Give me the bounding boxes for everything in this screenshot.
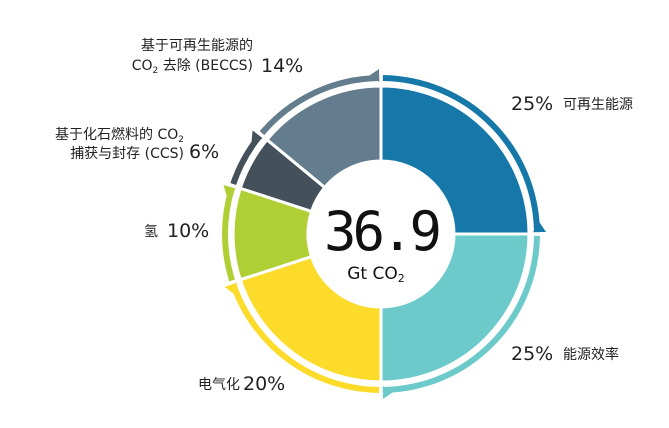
center-unit-main: Gt CO <box>347 264 398 284</box>
center-unit: Gt CO2 <box>347 264 405 285</box>
slice-label-beccs-line1: 基于可再生能源的 <box>141 37 253 54</box>
slice-label-efficiency: 能源效率 <box>563 346 619 363</box>
label-efficiency: 25% 能源效率 <box>511 343 619 365</box>
center-circle <box>308 161 454 307</box>
outer-arc-electrification <box>230 283 380 393</box>
label-hydrogen: 氢 10% <box>144 220 209 242</box>
slice-label-ccs-line1: 基于化石燃料的 CO2 <box>55 126 184 145</box>
slice-label-beccs-line2-pre: CO <box>132 58 153 74</box>
label-renewables: 25% 可再生能源 <box>511 93 633 115</box>
slice-pct-efficiency: 25% <box>511 343 553 365</box>
slice-label-renewables: 可再生能源 <box>563 97 633 113</box>
slice-label-hydrogen: 氢 <box>144 224 158 240</box>
slice-pct-hydrogen: 10% <box>167 220 209 242</box>
outer-arc-hydrogen <box>221 186 235 282</box>
slice-label-beccs-line2-post: 去除 (BECCS) <box>158 58 253 74</box>
outer-ring-arcs <box>221 69 546 399</box>
outer-arc-ccs <box>230 134 262 185</box>
slice-pct-ccs: 6% <box>189 141 219 163</box>
outer-arc-tip-beccs <box>369 69 380 83</box>
slice-pct-renewables: 25% <box>511 93 553 115</box>
outer-arc-tip-ccs <box>251 130 263 142</box>
outer-arc-tip-electrification <box>224 282 238 294</box>
center-unit-sub: 2 <box>398 272 405 285</box>
outer-arc-tip-hydrogen <box>223 184 236 196</box>
center-value: 36.9 <box>324 200 439 263</box>
outer-arc-tip-efficiency <box>382 385 393 399</box>
label-electrification: 电气化 20% <box>198 373 285 395</box>
slice-label-ccs-line2: 捕获与封存 (CCS) <box>70 146 184 162</box>
outer-arc-tip-renewables <box>532 222 546 233</box>
slice-label-electrification: 电气化 <box>198 377 240 393</box>
label-beccs: 基于可再生能源的 CO2 去除 (BECCS) 14% <box>132 37 303 77</box>
slice-label-beccs-line2: CO2 去除 (BECCS) <box>132 58 253 76</box>
slice-pct-electrification: 20% <box>243 373 285 395</box>
slice-label-ccs-line1-main: 基于化石燃料的 CO <box>55 126 178 143</box>
slice-pct-beccs: 14% <box>261 55 303 77</box>
label-ccs: 基于化石燃料的 CO2 捕获与封存 (CCS) 6% <box>55 126 219 163</box>
slice-label-ccs-line1-sub: 2 <box>178 135 184 145</box>
outer-arc-beccs <box>259 75 380 136</box>
slice-label-beccs-line2-sub: 2 <box>153 66 159 76</box>
